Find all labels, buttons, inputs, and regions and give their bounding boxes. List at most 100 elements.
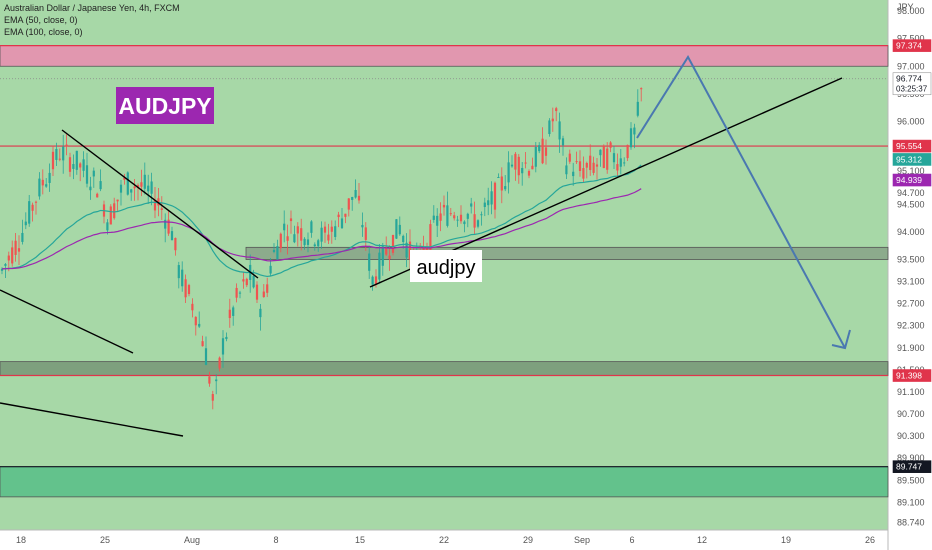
- candle-body: [592, 162, 595, 173]
- zone-demand: [0, 466, 889, 498]
- candle-body: [521, 167, 524, 174]
- candle-body: [480, 214, 483, 216]
- x-tick-label: 18: [16, 535, 26, 545]
- candle-body: [89, 186, 92, 191]
- projection-path: [636, 55, 846, 349]
- candle-body: [143, 174, 146, 189]
- candle-body: [473, 214, 476, 228]
- indicator-legend: EMA (50, close, 0): [4, 15, 78, 25]
- price-label-value: 95.554: [896, 141, 922, 151]
- candle-body: [381, 246, 384, 266]
- watermark-label: AUDJPY: [118, 93, 211, 119]
- candle-body: [527, 170, 531, 176]
- candle-body: [531, 165, 534, 170]
- candle-body: [21, 232, 24, 242]
- candle-body: [361, 224, 364, 228]
- candle-body: [555, 108, 558, 112]
- candle-body: [272, 249, 276, 252]
- candle-body: [327, 234, 330, 241]
- candle-body: [177, 265, 180, 279]
- candle-body: [330, 226, 333, 232]
- candle-body: [286, 236, 289, 241]
- candle-body: [374, 276, 378, 285]
- candle-body: [150, 181, 153, 194]
- y-tick-label: 96.000: [897, 116, 925, 126]
- candle-body: [578, 161, 582, 172]
- candle-body: [334, 226, 337, 237]
- y-tick-label: 94.700: [897, 188, 925, 198]
- candle-body: [340, 218, 344, 229]
- candle-body: [228, 309, 231, 319]
- candle-body: [490, 191, 493, 205]
- candle-body: [300, 228, 303, 241]
- candle-body: [293, 234, 296, 243]
- price-label-tag: [892, 173, 932, 187]
- candle-body: [296, 226, 299, 234]
- candle-body: [572, 171, 575, 177]
- candle-body: [133, 186, 136, 189]
- price-label-value: 94.939: [896, 175, 922, 185]
- y-tick-label: 98.000: [897, 6, 925, 16]
- candle-body: [456, 219, 459, 221]
- candle-body: [119, 184, 123, 193]
- x-tick-label: 29: [523, 535, 533, 545]
- candle-body: [85, 165, 89, 184]
- y-tick-label: 92.700: [897, 299, 925, 309]
- candle-body: [391, 234, 395, 253]
- candle-body: [636, 101, 639, 116]
- candle-body: [568, 153, 571, 162]
- candle-body: [24, 221, 27, 226]
- candle-body: [225, 336, 228, 340]
- candle-body: [164, 219, 167, 229]
- candle-body: [357, 195, 361, 201]
- candle-body: [123, 177, 126, 180]
- x-tick-label: 12: [697, 535, 707, 545]
- candle-body: [623, 162, 626, 164]
- y-tick-label: 88.740: [897, 517, 925, 527]
- candle-body: [602, 146, 605, 169]
- x-tick-label: 19: [781, 535, 791, 545]
- candle-body: [453, 215, 456, 219]
- candle-body: [136, 184, 140, 188]
- candle-body: [82, 159, 85, 171]
- candle-body: [92, 170, 95, 177]
- candle-body: [116, 199, 119, 202]
- price-label-value: 96.774: [896, 74, 922, 84]
- candle-body: [347, 198, 350, 210]
- candle-body: [252, 275, 255, 288]
- candle-body: [51, 151, 55, 170]
- watermark-badge: [116, 87, 214, 124]
- candle-body: [558, 121, 561, 140]
- candle-body: [62, 146, 65, 161]
- candle-body: [619, 158, 622, 167]
- candle-body: [65, 144, 68, 147]
- candle-body: [109, 206, 112, 225]
- candle-body: [517, 156, 520, 176]
- candle-body: [388, 255, 391, 259]
- candle-body: [446, 205, 449, 226]
- candle-body: [157, 198, 160, 206]
- candle-body: [17, 248, 21, 252]
- candle-body: [238, 292, 242, 294]
- x-tick-label: Aug: [184, 535, 200, 545]
- candle-body: [449, 213, 452, 215]
- candle-body: [510, 164, 514, 167]
- candle-body: [215, 379, 218, 382]
- candle-body: [395, 219, 398, 239]
- candle-body: [113, 203, 116, 219]
- candle-body: [500, 176, 503, 191]
- candle-body: [58, 158, 61, 160]
- candle-body: [476, 220, 480, 227]
- candle-body: [262, 291, 265, 298]
- candle-body: [221, 338, 225, 355]
- candle-body: [170, 231, 174, 241]
- price-label-tag: [892, 39, 932, 52]
- candle-body: [364, 227, 367, 240]
- candle-body: [561, 138, 565, 146]
- candle-body: [459, 214, 463, 222]
- candle-body: [266, 284, 269, 293]
- candle-body: [201, 341, 204, 347]
- candle-body: [323, 226, 327, 233]
